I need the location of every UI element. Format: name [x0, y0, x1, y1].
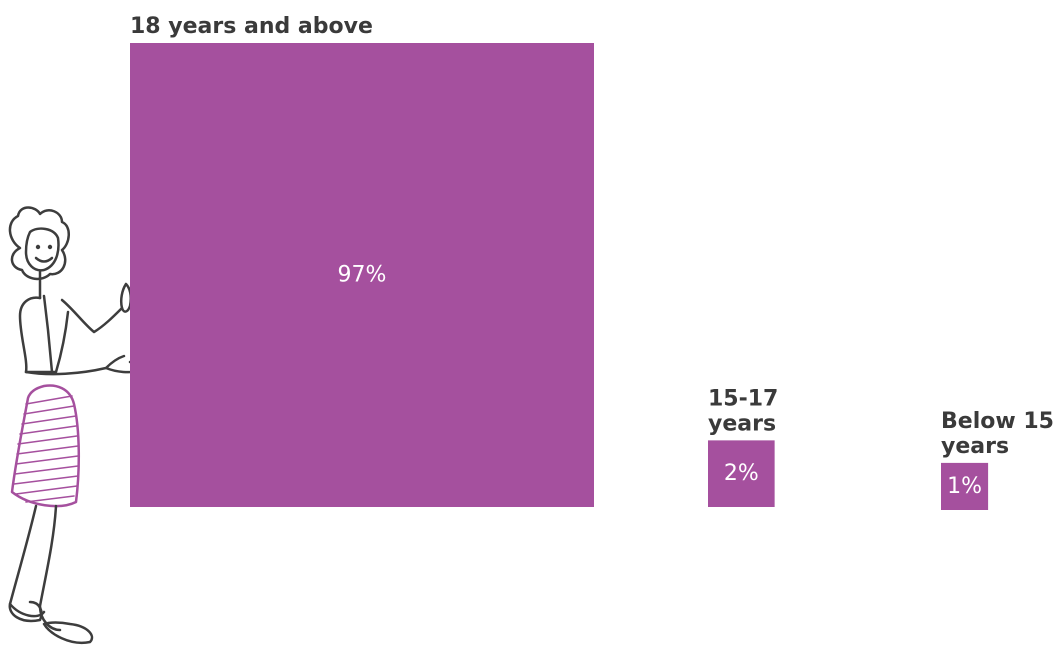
person-pointing-icon [8, 206, 145, 645]
category-label-0: 18 years and above [130, 14, 373, 39]
value-label-1: 2% [724, 461, 759, 486]
bar-0 [130, 43, 594, 507]
plot-area: 97% 18 years and above 2% 15-17 years 1% Below… [130, 14, 1054, 510]
category-label-1: 15-17 years [708, 386, 778, 436]
value-label-0: 97% [338, 263, 387, 288]
value-label-2: 1% [947, 474, 982, 499]
bar-1 [708, 440, 775, 507]
category-label-2: Below 15 years [941, 409, 1054, 459]
bar-2 [941, 462, 989, 510]
